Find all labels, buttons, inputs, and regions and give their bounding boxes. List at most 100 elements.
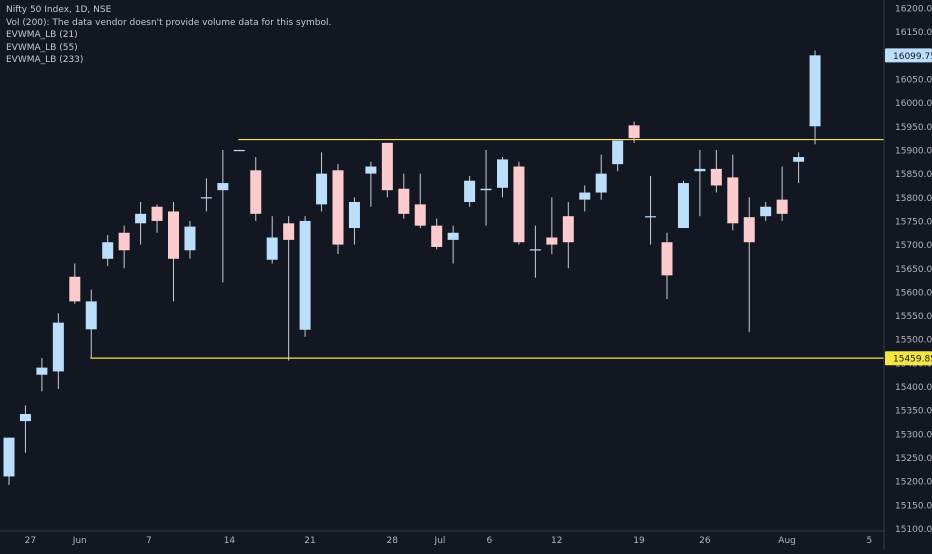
x-tick-label: 5 (866, 536, 872, 546)
legend-evwma-55[interactable]: EVWMA_LB (55) (6, 42, 78, 53)
x-tick-label: 19 (633, 536, 645, 546)
candle (677, 180, 689, 229)
candle (102, 235, 114, 266)
y-tick-label: 15900.00 (895, 146, 932, 156)
candle-body-down (513, 166, 525, 243)
y-tick-label: 15400.00 (895, 383, 932, 393)
candle (184, 220, 196, 259)
y-tick-label: 15950.00 (895, 123, 932, 133)
candle (217, 149, 229, 283)
legend-evwma-233[interactable]: EVWMA_LB (233) (6, 55, 84, 65)
price-label: 16099.75 (885, 48, 932, 63)
candle (168, 202, 179, 302)
y-tick-label: 15350.00 (895, 407, 932, 417)
x-tick-label: 6 (486, 536, 492, 546)
candle (266, 216, 278, 264)
price-label-box (885, 351, 932, 366)
x-tick-label: Jul (434, 536, 446, 546)
candle (3, 437, 15, 485)
candle (513, 161, 525, 245)
candle (414, 173, 426, 229)
candle-body-down (776, 199, 788, 214)
candle (595, 154, 607, 200)
candle (760, 202, 772, 221)
candle-body-up (52, 322, 64, 372)
candle (743, 197, 755, 333)
candle (381, 142, 393, 198)
candle-body-down (168, 211, 179, 259)
candle (398, 173, 410, 219)
candle-body-up (497, 159, 508, 188)
x-tick-label: 7 (146, 536, 152, 546)
candle-body-down (69, 276, 81, 302)
x-tick-label: Jun (72, 536, 87, 546)
candle (727, 154, 739, 231)
candle (299, 216, 311, 337)
candle-body-down (414, 204, 426, 226)
candle (332, 164, 344, 255)
candle-body-down (398, 188, 410, 214)
candle-body-up (233, 149, 245, 152)
candle-body-up (677, 183, 689, 229)
candle-body-up (348, 202, 360, 229)
candle (661, 232, 673, 300)
x-tick-label: 21 (304, 536, 315, 546)
candle (135, 202, 147, 245)
y-tick-label: 16200.00 (895, 5, 932, 15)
candle (793, 152, 805, 184)
candle (464, 175, 476, 207)
candle (431, 218, 443, 250)
legend-title[interactable]: Nifty 50 Index, 1D, NSE (6, 5, 112, 15)
candle-body-up (135, 213, 147, 224)
candle-body-up (595, 173, 607, 193)
candle-body-up (809, 55, 821, 127)
candle-body-up (529, 249, 541, 251)
time-axis[interactable]: 27 Jun 7 14 21 28 Jul 6 12 19 26 Aug 5 (25, 536, 873, 546)
candle (710, 149, 722, 193)
x-tick-label: Aug (778, 536, 796, 546)
candle-body-up (184, 226, 196, 251)
candle (546, 197, 558, 255)
candle (250, 157, 262, 221)
candle-body-down (628, 125, 640, 139)
legend-evwma-21[interactable]: EVWMA_LB (21) (6, 30, 78, 40)
candle (645, 175, 657, 245)
candle-body-up (3, 437, 15, 477)
candle (628, 121, 640, 143)
y-tick-label: 15150.00 (895, 501, 932, 511)
candle-body-up (365, 166, 377, 174)
candle-body-up (85, 301, 97, 330)
candle-body-down (727, 177, 739, 224)
x-tick-label: 14 (224, 536, 236, 546)
candle-body-down (710, 168, 722, 186)
y-tick-label: 15500.00 (895, 336, 932, 346)
candle-body-up (645, 216, 657, 218)
candle (69, 263, 81, 304)
candle-body-up (480, 188, 492, 191)
price-label-text: 15459.85 (893, 355, 932, 365)
y-tick-label: 15200.00 (895, 478, 932, 488)
candle (562, 202, 574, 269)
candle (776, 166, 788, 221)
candle (19, 405, 31, 453)
legend-volume[interactable]: Vol (200): The data vendor doesn't provi… (6, 17, 332, 28)
price-label-text: 16099.75 (893, 52, 932, 62)
price-labels: 16099.75 15459.85 (885, 48, 932, 366)
candle (233, 149, 245, 152)
price-label-box (885, 48, 932, 63)
candle (694, 149, 706, 217)
y-tick-label: 15550.00 (895, 312, 932, 322)
candle (365, 161, 377, 207)
candle-body-up (447, 232, 459, 240)
candle-body-up (316, 173, 328, 205)
candle-body-down (381, 142, 393, 191)
price-axis[interactable]: 15100.00 15150.00 15200.00 15250.00 15300.00… (895, 5, 932, 536)
candle (480, 149, 492, 226)
candle-body-down (332, 170, 344, 245)
candles (3, 50, 821, 485)
y-tick-label: 15600.00 (895, 288, 932, 298)
candle (118, 225, 130, 269)
